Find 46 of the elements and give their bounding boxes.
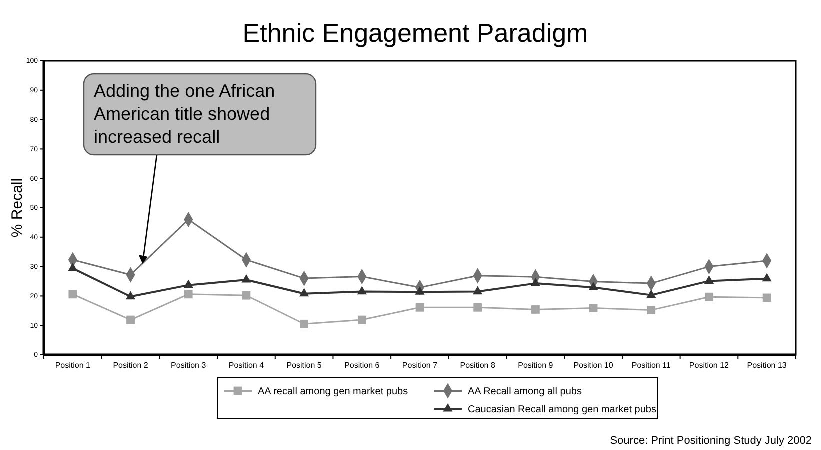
x-tick-label: Position 6 bbox=[344, 361, 380, 370]
point bbox=[184, 280, 194, 288]
point bbox=[415, 286, 425, 295]
x-tick-label: Position 1 bbox=[55, 361, 92, 370]
point bbox=[126, 291, 136, 300]
x-tick-label: Position 13 bbox=[747, 361, 788, 370]
x-tick-label: Position 2 bbox=[113, 361, 149, 370]
point bbox=[358, 316, 366, 324]
point bbox=[647, 306, 656, 314]
point bbox=[126, 316, 135, 324]
point bbox=[474, 303, 482, 312]
x-tick-label: Position 7 bbox=[402, 361, 438, 370]
point bbox=[242, 291, 251, 300]
point bbox=[184, 290, 193, 299]
point bbox=[705, 292, 714, 302]
x-tick-label: Position 10 bbox=[574, 361, 614, 370]
legend-label: AA recall among gen market pubs bbox=[258, 386, 408, 398]
legend-label: Caucasian Recall among gen market pubs bbox=[468, 404, 656, 416]
point bbox=[530, 278, 540, 286]
source-note: Source: Print Positioning Study July 2002 bbox=[610, 435, 812, 447]
point bbox=[704, 276, 714, 284]
point bbox=[68, 263, 78, 272]
x-tick-label: Position 12 bbox=[689, 361, 730, 370]
point bbox=[68, 290, 78, 299]
x-tick-label: Position 5 bbox=[286, 361, 322, 370]
x-tick-label: Position 4 bbox=[228, 361, 265, 370]
point bbox=[300, 288, 310, 297]
point bbox=[532, 306, 540, 314]
x-tick-label: Position 11 bbox=[632, 361, 672, 370]
point bbox=[646, 290, 656, 298]
point bbox=[588, 282, 598, 290]
point bbox=[357, 286, 367, 295]
point bbox=[762, 273, 772, 282]
point bbox=[589, 304, 598, 312]
point bbox=[300, 320, 308, 328]
point bbox=[762, 294, 772, 302]
y-axis-title: % Recall bbox=[9, 178, 26, 238]
legend-label: AA Recall among all pubs bbox=[468, 386, 582, 398]
x-tick-label: Position 9 bbox=[518, 361, 554, 370]
x-tick-label: Position 3 bbox=[171, 361, 207, 370]
chart-title: Ethnic Engagement Paradigm bbox=[242, 18, 588, 48]
point bbox=[242, 274, 252, 283]
point bbox=[473, 286, 483, 295]
annotation: Adding the one African American title showed increased recall bbox=[94, 81, 276, 147]
point bbox=[416, 303, 424, 312]
x-tick-label: Position 8 bbox=[460, 361, 496, 370]
